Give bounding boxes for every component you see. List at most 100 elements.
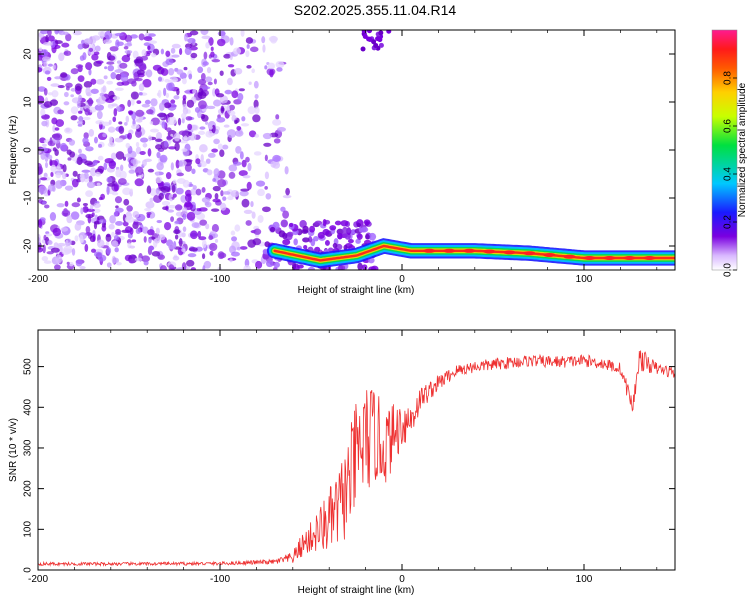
heatmap-speckle <box>145 201 155 209</box>
heatmap-speckle <box>209 230 217 235</box>
heatmap-speckle <box>209 242 218 252</box>
heatmap-speckle <box>264 171 270 180</box>
heatmap-speckle <box>86 208 95 213</box>
heatmap-speckle <box>184 46 192 56</box>
heatmap-speckle <box>141 103 150 108</box>
heatmap-speckle <box>268 35 279 43</box>
heatmap-speckle <box>211 148 218 153</box>
heatmap-speckle <box>115 39 120 48</box>
heatmap-speckle <box>191 222 200 228</box>
heatmap-speckle <box>63 91 69 98</box>
heatmap-speckle <box>150 98 158 107</box>
heatmap-speckle <box>245 156 250 163</box>
heatmap-speckle <box>108 103 112 108</box>
heatmap-speckle <box>211 224 219 233</box>
heatmap-speckle <box>243 264 251 270</box>
heatmap-speckle <box>273 138 281 144</box>
heatmap-speckle <box>44 161 49 169</box>
heatmap-speckle <box>212 198 221 203</box>
heatmap-speckle <box>40 147 49 153</box>
heatmap-speckle <box>200 30 209 36</box>
heatmap-speckle <box>167 204 177 209</box>
heatmap-speckle <box>247 162 252 172</box>
heatmap-speckle <box>155 138 163 142</box>
heatmap-speckle <box>183 66 188 71</box>
heatmap-speckle <box>105 98 115 103</box>
heatmap-speckle <box>317 231 325 239</box>
heatmap-speckle <box>166 82 173 91</box>
figure-title: S202.2025.355.11.04.R14 <box>294 2 457 18</box>
heatmap-speckle <box>253 99 259 109</box>
heatmap-speckle <box>147 135 153 142</box>
heatmap-speckle <box>55 254 63 264</box>
heatmap-speckle <box>58 30 66 36</box>
heatmap-speckle <box>213 138 220 145</box>
heatmap-speckle <box>245 50 250 58</box>
heatmap-speckle <box>88 175 93 183</box>
heatmap-speckle <box>55 119 65 127</box>
snr-panel: -200 -100 0 100 0 100 200 300 400 500 Height of s… <box>8 329 676 596</box>
heatmap-speckle <box>163 87 167 97</box>
heatmap-speckle <box>49 137 53 146</box>
heatmap-speckle <box>173 229 181 235</box>
heatmap-speckle <box>241 159 247 168</box>
heatmap-speckle <box>47 30 52 37</box>
heatmap-speckle <box>309 225 316 233</box>
heatmap-speckle <box>67 157 72 161</box>
heatmap-speckle <box>79 173 86 183</box>
heatmap-speckle <box>38 166 44 175</box>
heatmap-speckle <box>55 172 62 179</box>
heatmap-speckle <box>112 257 119 264</box>
heatmap-speckle <box>254 133 259 138</box>
heatmap-speckle <box>147 148 152 157</box>
spectrogram-xlabel: Height of straight line (km) <box>298 285 415 296</box>
heatmap-speckle <box>190 267 197 270</box>
heatmap-speckle <box>293 238 298 246</box>
heatmap-speckle <box>243 209 253 214</box>
heatmap-speckle <box>222 196 227 201</box>
heatmap-speckle <box>148 236 152 244</box>
heatmap-speckle <box>175 159 180 169</box>
heatmap-speckle <box>146 185 152 195</box>
heatmap-speckle <box>146 211 152 216</box>
heatmap-speckle <box>340 220 349 227</box>
heatmap-speckle <box>208 37 214 46</box>
heatmap-speckle <box>368 232 377 241</box>
heatmap-speckle <box>79 265 86 270</box>
heatmap-speckle <box>65 33 72 42</box>
heatmap-speckle <box>211 59 221 63</box>
heatmap-speckle <box>98 143 103 148</box>
heatmap-speckle <box>367 30 373 34</box>
heatmap-speckle <box>220 105 225 114</box>
heatmap-speckle <box>165 92 170 98</box>
heatmap-speckle <box>103 162 108 171</box>
heatmap-speckle <box>85 62 93 71</box>
heatmap-speckle <box>110 152 117 160</box>
heatmap-speckle <box>124 50 133 54</box>
heatmap-speckle <box>143 236 147 243</box>
colorbar: 0.0 0.2 0.4 0.6 0.8 Normalized spectral ampl… <box>711 29 748 277</box>
snr-background <box>38 330 675 570</box>
heatmap-speckle <box>253 151 262 156</box>
heatmap-speckle <box>184 163 192 172</box>
heatmap-speckle <box>157 254 165 260</box>
colorbar-label: Normalized spectral amplitude <box>737 82 748 217</box>
heatmap-speckle <box>261 36 266 44</box>
colorbar-tick-label: 0.8 <box>723 71 734 85</box>
heatmap-speckle <box>269 226 276 233</box>
heatmap-speckle <box>257 188 265 197</box>
heatmap-speckle <box>79 55 85 61</box>
heatmap-speckle <box>44 204 50 209</box>
heatmap-speckle <box>38 198 44 204</box>
heatmap-speckle <box>155 171 160 177</box>
heatmap-speckle <box>329 225 337 231</box>
heatmap-ridge-peak <box>543 252 556 257</box>
heatmap-speckle <box>49 212 57 221</box>
heatmap-speckle <box>131 123 140 130</box>
heatmap-speckle <box>253 228 262 235</box>
heatmap-speckle <box>174 204 183 211</box>
heatmap-speckle <box>242 174 251 179</box>
heatmap-speckle <box>70 68 79 75</box>
heatmap-speckle <box>47 240 53 245</box>
